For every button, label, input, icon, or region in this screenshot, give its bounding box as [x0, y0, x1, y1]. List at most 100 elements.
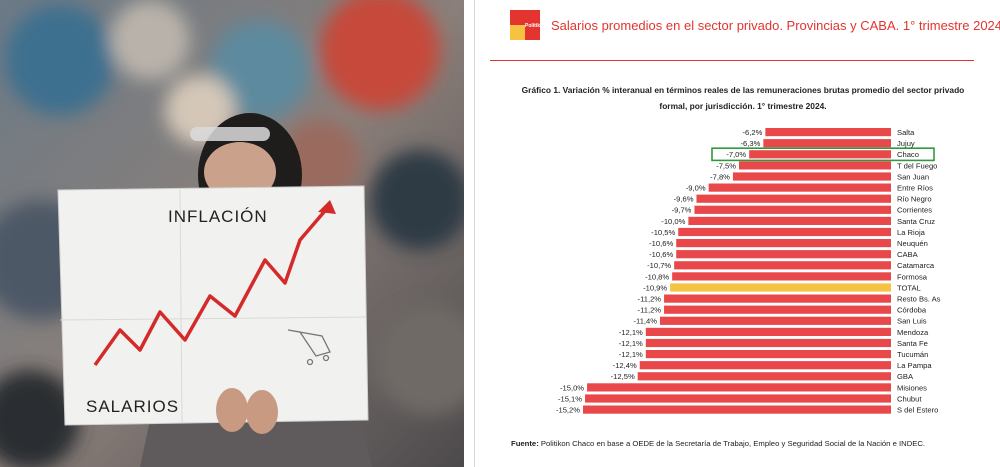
bar-s-del-estero: [583, 405, 891, 414]
bar-la-rioja: [678, 227, 891, 237]
value-label: -12,1%: [619, 339, 643, 348]
value-label: -10,7%: [647, 261, 671, 270]
value-label: -6,3%: [740, 139, 760, 148]
category-label: GBA: [897, 372, 914, 381]
value-label: -9,7%: [672, 206, 692, 215]
protest-photo-illustration: INFLACIÓN SALARIOS: [0, 0, 464, 467]
bar-chaco: [749, 150, 891, 159]
arrow-head: [318, 200, 336, 214]
category-label: T del Fuego: [897, 161, 937, 170]
value-label: -7,5%: [716, 161, 736, 170]
category-label: S del Estero: [897, 406, 938, 415]
bar-entre-r-os: [708, 183, 891, 192]
value-label: -7,8%: [710, 172, 730, 181]
value-label: -15,0%: [560, 383, 584, 392]
value-label: -12,1%: [619, 328, 643, 337]
sunglasses: [190, 127, 270, 141]
category-label: Jujuy: [897, 139, 915, 148]
category-label: Resto Bs. As: [897, 295, 941, 304]
bar-misiones: [587, 383, 891, 392]
bar-la-pampa: [639, 361, 891, 370]
category-label: Santa Cruz: [897, 217, 935, 226]
bar-santa-fe: [645, 338, 891, 348]
category-label: Mendoza: [897, 328, 929, 337]
value-label: -10,6%: [649, 239, 673, 248]
bar-salta: [765, 128, 891, 137]
bar-caba: [676, 250, 891, 259]
bar-tucum-n: [645, 350, 891, 359]
value-label: -9,0%: [686, 184, 706, 193]
sign-top-text: INFLACIÓN: [168, 207, 268, 226]
category-label: Catamarca: [897, 261, 935, 270]
category-label: Neuquén: [897, 239, 928, 248]
value-label: -10,5%: [651, 228, 675, 237]
category-label: Córdoba: [897, 306, 927, 315]
bar-total: [670, 283, 891, 292]
value-label: -9,6%: [674, 195, 694, 204]
header-rule: [490, 60, 974, 61]
bar-resto-bs-as: [664, 294, 891, 303]
bar-corrientes: [694, 205, 891, 214]
infographic-panel: Politikon Salarios promedios en el secto…: [474, 0, 1000, 467]
category-label: Santa Fe: [897, 339, 928, 348]
value-label: -12,1%: [619, 350, 643, 359]
value-label: -10,0%: [661, 217, 685, 226]
bar-mendoza: [645, 327, 891, 336]
value-label: -12,5%: [611, 372, 635, 381]
value-label: -10,9%: [643, 283, 667, 292]
value-label: -7,0%: [726, 150, 746, 159]
category-label: Entre Ríos: [897, 184, 933, 193]
logo-word: Politikon: [525, 23, 547, 29]
bar-r-o-negro: [696, 194, 891, 203]
source-note: Fuente: Politikon Chaco en base a OEDE d…: [511, 439, 925, 448]
value-label: -11,2%: [638, 306, 662, 315]
source-label: Fuente:: [511, 439, 539, 448]
bar-san-luis: [660, 316, 891, 325]
category-label: La Rioja: [897, 228, 926, 237]
category-label: CABA: [897, 250, 919, 259]
source-text: Politikon Chaco en base a OEDE de la Sec…: [538, 439, 926, 448]
chart-title: Gráfico 1. Variación % interanual en tér…: [521, 85, 965, 111]
value-label: -6,2%: [743, 128, 763, 137]
value-label: -11,4%: [634, 317, 658, 326]
value-label: -11,2%: [638, 295, 662, 304]
category-label: Chaco: [897, 150, 919, 159]
category-label: La Pampa: [897, 361, 932, 370]
category-label: Salta: [897, 128, 915, 137]
politikon-logo: Politikon: [510, 10, 546, 40]
bar-santa-cruz: [688, 216, 891, 225]
header-title: Salarios promedios en el sector privado.…: [551, 18, 1000, 33]
bar-neuqu-n: [676, 239, 891, 248]
protest-photo: INFLACIÓN SALARIOS: [0, 0, 464, 467]
protest-sign: INFLACIÓN SALARIOS: [57, 185, 369, 426]
value-label: -10,8%: [645, 272, 669, 281]
category-label: Río Negro: [897, 195, 932, 204]
bar-jujuy: [763, 139, 891, 148]
value-label: -15,1%: [558, 394, 582, 403]
bar-chart: -6,2% Salta -6,3% Jujuy -7,0% Chaco -7,5% T del…: [556, 128, 941, 415]
category-label: Corrientes: [897, 206, 932, 215]
bar-c-rdoba: [664, 305, 891, 314]
bar-san-juan: [732, 172, 891, 181]
category-label: Chubut: [897, 394, 922, 403]
category-label: San Luis: [897, 317, 927, 326]
category-label: Misiones: [897, 383, 927, 392]
bar-chubut: [585, 394, 891, 403]
shopping-cart-icon: [287, 329, 331, 366]
value-label: -12,4%: [613, 361, 637, 370]
bar-formosa: [672, 272, 891, 281]
value-label: -15,2%: [556, 406, 580, 415]
category-label: Formosa: [897, 272, 928, 281]
value-label: -10,6%: [649, 250, 673, 259]
rising-line: [93, 203, 332, 367]
bar-t-del-fuego: [739, 161, 891, 170]
category-label: TOTAL: [897, 283, 921, 292]
highlight-box: [711, 147, 935, 162]
bar-gba: [637, 372, 891, 381]
sign-bottom-text: SALARIOS: [86, 397, 179, 416]
category-label: San Juan: [897, 172, 929, 181]
hand: [216, 388, 248, 432]
panel-divider: [464, 0, 474, 467]
bar-catamarca: [674, 261, 891, 270]
hand: [246, 390, 278, 434]
